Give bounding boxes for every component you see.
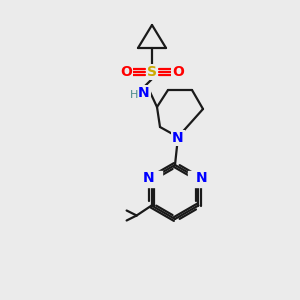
Text: O: O bbox=[120, 65, 132, 79]
Text: O: O bbox=[172, 65, 184, 79]
Text: S: S bbox=[147, 65, 157, 79]
Text: N: N bbox=[196, 172, 207, 185]
Text: N: N bbox=[142, 172, 153, 185]
Text: N: N bbox=[143, 172, 154, 185]
Text: N: N bbox=[138, 86, 150, 100]
Text: N: N bbox=[196, 172, 208, 185]
Text: H: H bbox=[130, 90, 138, 100]
Text: N: N bbox=[172, 131, 184, 145]
